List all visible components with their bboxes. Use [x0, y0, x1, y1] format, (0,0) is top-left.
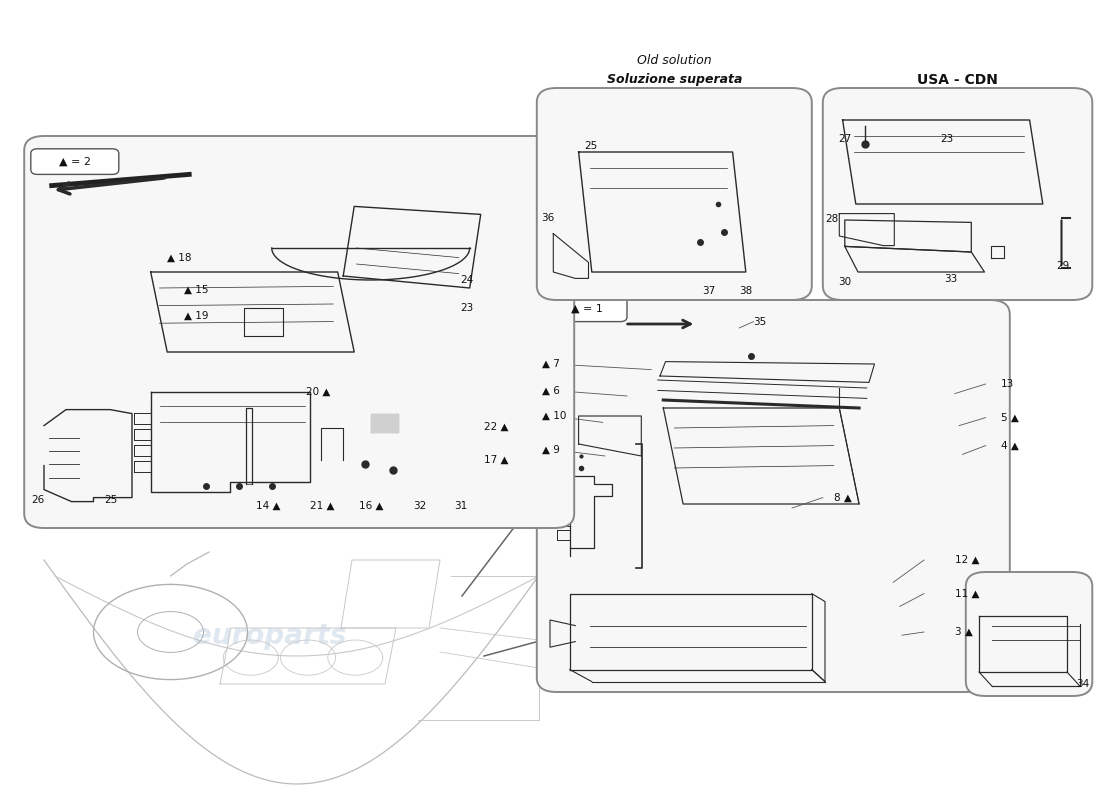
Polygon shape [371, 414, 398, 432]
Text: europarts: europarts [912, 190, 1003, 207]
Text: 11 ▲: 11 ▲ [955, 589, 979, 598]
Text: ▲ 15: ▲ 15 [184, 285, 208, 294]
Text: europarts: europarts [628, 185, 720, 203]
Text: 38: 38 [739, 286, 752, 296]
Text: 30: 30 [838, 277, 851, 286]
Text: 12 ▲: 12 ▲ [955, 555, 979, 565]
Text: 13: 13 [1001, 379, 1014, 389]
Text: USA - CDN: USA - CDN [916, 73, 998, 87]
Text: ▲ 19: ▲ 19 [184, 311, 208, 321]
FancyBboxPatch shape [24, 136, 574, 528]
Text: 5 ▲: 5 ▲ [1001, 413, 1019, 422]
Text: ▲ 10: ▲ 10 [542, 411, 566, 421]
FancyBboxPatch shape [966, 572, 1092, 696]
Text: 3 ▲: 3 ▲ [955, 627, 972, 637]
Text: 20 ▲: 20 ▲ [306, 387, 330, 397]
Text: europarts: europarts [186, 312, 324, 336]
Text: 35: 35 [754, 317, 767, 326]
Text: 25: 25 [584, 141, 597, 150]
Text: 24: 24 [460, 275, 473, 285]
Text: 4 ▲: 4 ▲ [1001, 441, 1019, 450]
Text: europarts: europarts [684, 476, 815, 500]
FancyBboxPatch shape [537, 88, 812, 300]
FancyBboxPatch shape [537, 300, 1010, 692]
Text: 29: 29 [1056, 261, 1069, 270]
FancyBboxPatch shape [823, 88, 1092, 300]
Text: 14 ▲: 14 ▲ [256, 501, 280, 510]
Text: 36: 36 [541, 213, 554, 222]
FancyBboxPatch shape [548, 296, 627, 322]
Text: 37: 37 [702, 286, 715, 296]
Text: 8 ▲: 8 ▲ [834, 493, 851, 502]
Text: 31: 31 [454, 501, 467, 510]
Text: 33: 33 [944, 274, 957, 284]
Text: 17 ▲: 17 ▲ [484, 455, 508, 465]
Text: europarts: europarts [192, 622, 346, 650]
Text: ▲ 18: ▲ 18 [167, 253, 191, 262]
Text: ▲ = 1: ▲ = 1 [572, 304, 603, 314]
Text: 23: 23 [460, 303, 473, 313]
Text: ▲ 6: ▲ 6 [542, 386, 560, 395]
Text: 21 ▲: 21 ▲ [310, 501, 334, 510]
Text: 27: 27 [838, 134, 851, 144]
Text: 32: 32 [414, 501, 427, 510]
Text: Soluzione superata: Soluzione superata [606, 74, 742, 86]
Text: ▲ = 2: ▲ = 2 [58, 157, 91, 166]
Text: ▲ 7: ▲ 7 [542, 359, 560, 369]
Text: ▲ 9: ▲ 9 [542, 445, 560, 454]
Text: 25: 25 [104, 495, 118, 505]
Text: 34: 34 [1076, 679, 1089, 689]
Text: 23: 23 [940, 134, 954, 144]
Text: 22 ▲: 22 ▲ [484, 422, 508, 431]
Text: 28: 28 [825, 214, 838, 224]
Text: 26: 26 [31, 495, 44, 505]
Text: 16 ▲: 16 ▲ [359, 501, 383, 510]
FancyBboxPatch shape [31, 149, 119, 174]
Text: Old solution: Old solution [637, 54, 712, 66]
